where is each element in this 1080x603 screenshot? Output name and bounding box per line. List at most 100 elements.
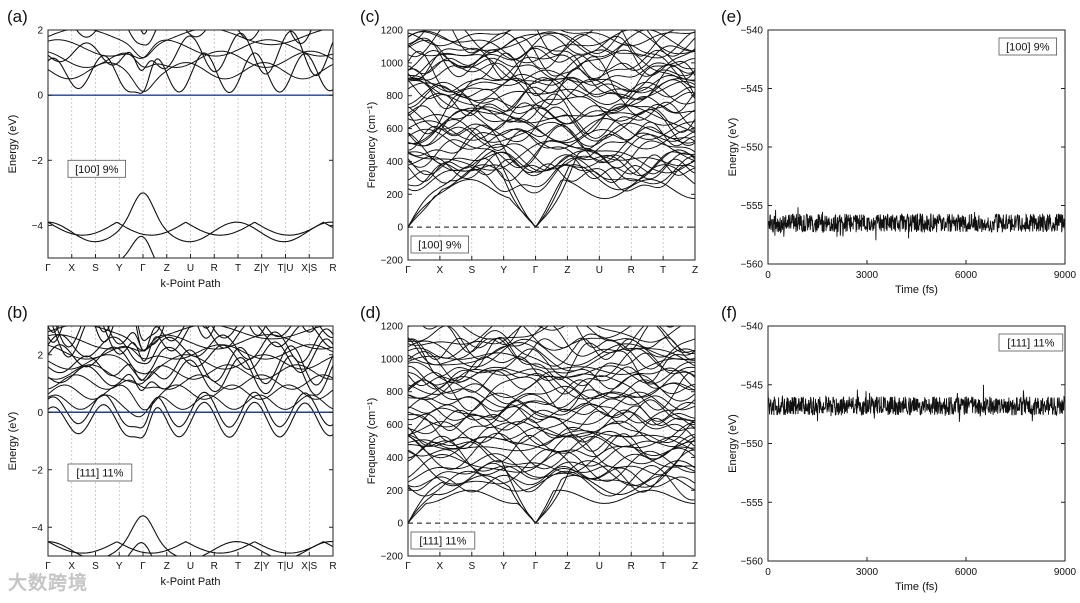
y-tick-label: −555	[740, 201, 763, 212]
y-axis-title: Frequency (cm⁻¹)	[366, 102, 378, 189]
y-axis-title: Energy (eV)	[7, 115, 19, 174]
phonon-branch	[408, 326, 695, 359]
phonon-branch	[408, 35, 695, 78]
band-line	[48, 39, 333, 59]
md-energy-trace	[768, 384, 1065, 422]
phonon-branch	[408, 430, 695, 460]
annotation-box	[998, 37, 1057, 56]
phonon-branch	[408, 326, 682, 343]
chart-panel-a: (a) −4 −2 0 2 Γ X S Y Γ Z U R T Z|Y T|U X|S Rk-Point Path…	[7, 7, 337, 290]
annotation-label: [100] 9%	[418, 240, 462, 252]
plot-frame	[407, 325, 696, 557]
band-line	[48, 221, 333, 236]
phonon-branch	[408, 348, 695, 383]
y-axis-title: Energy (eV)	[7, 412, 19, 471]
x-tick-label: 6000	[955, 567, 978, 578]
x-tick-label: R	[211, 561, 218, 572]
x-tick-label: Γ	[45, 263, 51, 274]
annotation-box	[410, 531, 476, 550]
annotation-box	[998, 333, 1064, 352]
annotation-label: [111] 11%	[1007, 338, 1054, 350]
phonon-branch	[408, 326, 695, 360]
x-axis-title: k-Point Path	[161, 576, 221, 588]
y-tick-label: −200	[380, 552, 403, 563]
band-line	[48, 355, 333, 396]
annotation-box	[410, 235, 469, 254]
x-tick-label: X	[68, 561, 75, 572]
x-tick-label: S	[92, 561, 99, 572]
plot-frame	[407, 29, 696, 261]
phonon-branch	[408, 391, 695, 428]
phonon-branch	[408, 379, 695, 422]
md-energy-trace	[768, 207, 1065, 241]
band-line	[48, 326, 318, 352]
plot-frame	[767, 325, 1066, 562]
plot-area	[768, 384, 1065, 422]
phonon-branch	[408, 460, 695, 524]
x-tick-label: X	[68, 263, 75, 274]
x-tick-label: Y	[500, 561, 507, 572]
x-tick-label: Z|Y	[254, 263, 270, 274]
band-line	[48, 30, 326, 59]
chart-panel-d: (d) −200 0 200 400 600 800 1000 1200 Γ X S Y Γ Z U R T Z Fr…	[360, 303, 698, 572]
phonon-branch	[408, 465, 695, 501]
phonon-branch	[408, 106, 695, 130]
chart-panel-c: (c) −200 0 200 400 600 800 1000 1200 Γ X S Y Γ Z U R T Z Fr…	[360, 7, 698, 276]
phonon-branch	[408, 140, 695, 174]
phonon-branch	[408, 330, 695, 370]
y-tick-label: −560	[740, 260, 763, 271]
x-tick-label: U	[596, 265, 603, 276]
phonon-branch	[408, 433, 695, 463]
phonon-branch	[408, 128, 695, 150]
x-tick-label: Y	[116, 561, 123, 572]
x-tick-label: Z	[564, 265, 570, 276]
plot-area	[768, 207, 1065, 241]
x-tick-label: Γ	[533, 561, 539, 572]
phonon-branch	[408, 126, 695, 170]
annotation-label: [100] 9%	[75, 164, 119, 176]
band-line	[52, 326, 333, 362]
phonon-branch	[408, 105, 695, 145]
x-tick-label: Z	[692, 561, 698, 572]
x-tick-label: T|U	[278, 263, 294, 274]
plot-area	[408, 30, 695, 260]
x-axis-title: k-Point Path	[161, 278, 221, 290]
phonon-branch	[408, 417, 695, 452]
phonon-branch	[408, 93, 695, 135]
phonon-branch	[422, 326, 675, 353]
x-axis-title: Time (fs)	[895, 581, 938, 593]
phonon-branch	[408, 409, 695, 446]
phonon-branch	[408, 81, 695, 106]
phonon-branch	[408, 121, 695, 151]
phonon-branch	[408, 403, 695, 426]
phonon-branch	[408, 178, 695, 228]
phonon-branch	[408, 65, 695, 110]
x-tick-label: X	[437, 265, 444, 276]
phonon-branch	[408, 462, 695, 493]
phonon-branch	[408, 426, 695, 450]
y-tick-label: 0	[397, 223, 403, 234]
phonon-branch	[408, 119, 695, 147]
band-line	[48, 192, 333, 243]
y-tick-label: −4	[32, 221, 44, 232]
x-tick-label: Γ	[405, 561, 411, 572]
phonon-branch	[408, 366, 695, 401]
x-tick-label: T	[660, 265, 666, 276]
x-tick-label: U	[596, 561, 603, 572]
y-tick-label: 1200	[381, 322, 404, 333]
y-tick-label: −540	[740, 322, 763, 333]
y-tick-label: 1200	[381, 26, 404, 37]
y-tick-label: 1000	[381, 354, 404, 365]
x-tick-label: Γ	[405, 265, 411, 276]
phonon-branch	[408, 445, 695, 480]
y-tick-label: −550	[740, 143, 763, 154]
phonon-branch	[408, 450, 695, 482]
band-line	[48, 52, 333, 94]
x-tick-label: 0	[765, 270, 771, 281]
phonon-branch	[408, 432, 695, 470]
plot-area	[48, 326, 333, 556]
x-tick-label: S	[92, 263, 99, 274]
phonon-branch	[408, 371, 695, 413]
phonon-branch	[408, 47, 695, 77]
y-axis-title: Energy (eV)	[727, 118, 739, 177]
